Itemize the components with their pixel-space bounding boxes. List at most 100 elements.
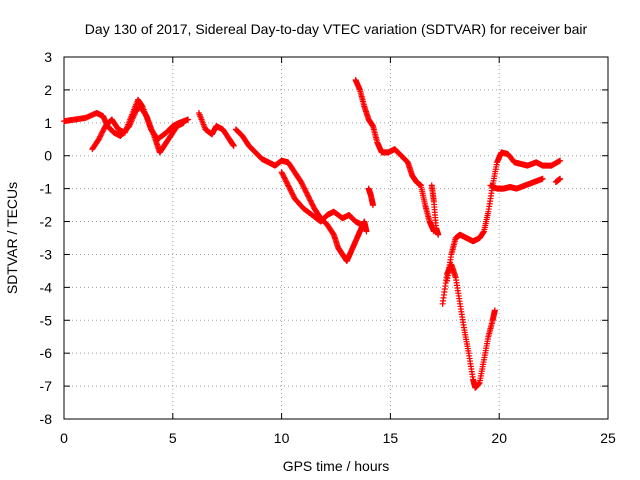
data-point xyxy=(284,181,291,188)
data-point xyxy=(283,178,290,185)
x-tick-label: 15 xyxy=(383,430,399,446)
data-point xyxy=(101,125,108,132)
data-point xyxy=(469,373,476,380)
y-tick-label: -1 xyxy=(40,181,53,197)
chart-title: Day 130 of 2017, Sidereal Day-to-day VTE… xyxy=(85,21,588,37)
data-point xyxy=(285,183,292,190)
data-point xyxy=(287,187,294,194)
data-point xyxy=(94,138,101,145)
data-point xyxy=(300,184,307,191)
data-point xyxy=(302,188,309,195)
data-point xyxy=(299,181,306,188)
data-point xyxy=(491,308,498,315)
x-tick-label: 0 xyxy=(60,430,68,446)
data-point xyxy=(180,120,187,127)
data-point xyxy=(304,192,311,199)
data-point xyxy=(556,158,563,165)
data-point xyxy=(421,200,428,207)
data-point xyxy=(300,183,307,190)
data-point xyxy=(303,189,310,196)
y-tick-label: -2 xyxy=(40,214,53,230)
x-tick-label: 20 xyxy=(491,430,507,446)
data-point xyxy=(97,132,104,139)
plot-frame xyxy=(63,56,609,420)
data-point xyxy=(97,133,104,140)
data-point xyxy=(480,229,487,236)
data-point xyxy=(304,190,311,197)
data-point xyxy=(306,196,313,203)
data-point xyxy=(298,180,305,187)
data-point xyxy=(447,254,454,261)
x-axis-label: GPS time / hours xyxy=(283,458,390,474)
data-point xyxy=(99,128,106,135)
data-point xyxy=(285,182,292,189)
data-point xyxy=(100,127,107,134)
data-point xyxy=(98,131,105,138)
grid-layer xyxy=(64,57,608,419)
y-tick-label: 0 xyxy=(44,148,52,164)
data-point xyxy=(281,174,288,181)
data-point xyxy=(145,118,152,125)
data-point xyxy=(556,176,563,183)
data-point xyxy=(289,191,296,198)
data-point xyxy=(230,142,237,149)
data-point xyxy=(307,197,314,204)
data-point xyxy=(282,177,289,184)
y-tick-label: -7 xyxy=(40,378,53,394)
data-point xyxy=(290,192,297,199)
data-point xyxy=(278,169,285,176)
data-point xyxy=(279,170,286,177)
data-point xyxy=(484,210,491,217)
x-tick-label: 5 xyxy=(169,430,177,446)
data-point xyxy=(184,116,191,123)
data-point xyxy=(402,157,409,164)
data-point xyxy=(309,202,316,209)
data-point xyxy=(538,176,545,183)
data-point xyxy=(279,171,286,178)
y-tick-label: -3 xyxy=(40,246,53,262)
data-point xyxy=(309,201,316,208)
data-point xyxy=(480,359,487,366)
data-point xyxy=(489,318,496,325)
data-point xyxy=(329,229,336,236)
data-point xyxy=(360,101,367,108)
data-point xyxy=(369,201,376,208)
data-point xyxy=(286,184,293,191)
data-point xyxy=(151,134,158,141)
y-tick-label: -5 xyxy=(40,312,53,328)
data-point xyxy=(287,186,294,193)
data-point xyxy=(435,231,442,238)
data-point xyxy=(452,273,459,280)
data-point xyxy=(307,198,314,205)
data-point xyxy=(356,85,363,92)
data-point xyxy=(289,190,296,197)
data-point xyxy=(476,380,483,387)
data-point xyxy=(302,186,309,193)
data-point xyxy=(358,221,365,228)
data-point xyxy=(298,203,305,210)
data-point xyxy=(96,134,103,141)
data-point xyxy=(456,298,463,305)
data-layer xyxy=(61,77,564,391)
y-tick-label: -4 xyxy=(40,279,53,295)
data-point xyxy=(306,194,313,201)
data-point xyxy=(305,193,312,200)
y-tick-label: 2 xyxy=(44,82,52,98)
x-tick-label: 10 xyxy=(274,430,290,446)
y-tick-label: -6 xyxy=(40,345,53,361)
data-point xyxy=(322,219,329,226)
data-point xyxy=(460,324,467,331)
x-tick-label: 25 xyxy=(600,430,616,446)
data-point xyxy=(484,336,491,343)
data-point xyxy=(237,131,244,138)
data-point xyxy=(363,227,370,234)
y-tick-label: 1 xyxy=(44,115,52,131)
data-point xyxy=(396,150,403,157)
data-point xyxy=(281,175,288,182)
y-tick-label: 3 xyxy=(44,49,52,65)
data-point xyxy=(493,161,500,168)
data-point xyxy=(280,173,287,180)
data-point xyxy=(127,114,134,121)
